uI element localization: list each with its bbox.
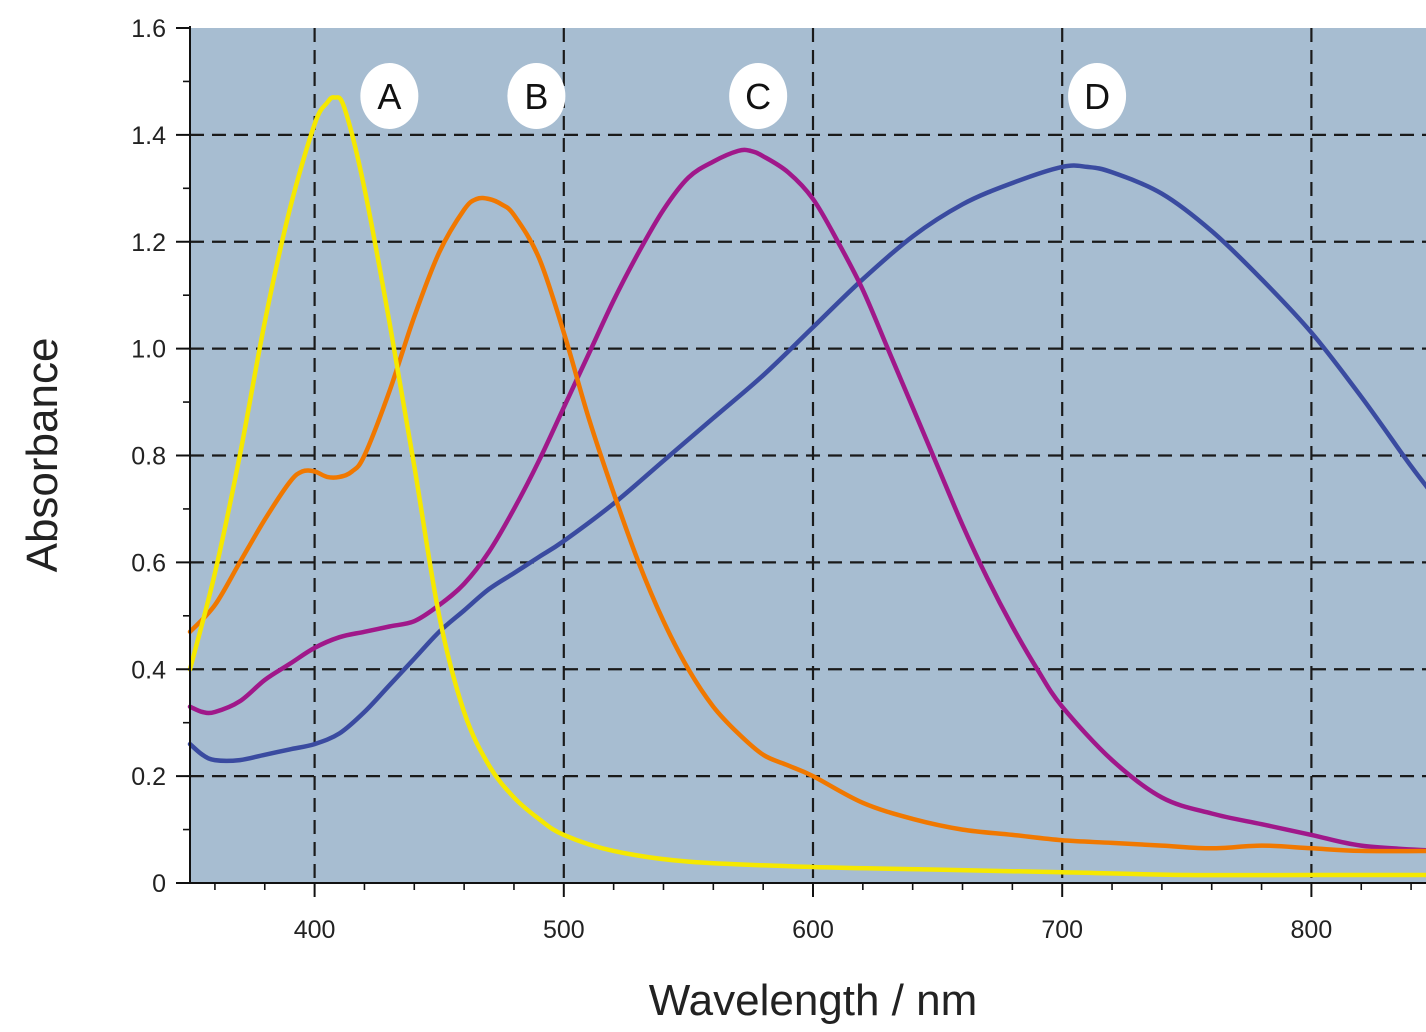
grid-lines — [190, 28, 1426, 883]
y-tick-label: 1.2 — [131, 229, 166, 257]
x-tick-label: 700 — [1041, 916, 1083, 944]
x-tick-label: 600 — [792, 916, 834, 944]
y-tick-label: 0 — [152, 870, 166, 898]
curve-label-bubble-d — [1068, 63, 1127, 129]
y-tick-label: 0.2 — [131, 763, 166, 791]
x-axis-title: Wavelength / nm — [649, 976, 978, 1025]
y-tick-label: 0.6 — [131, 549, 166, 577]
curve-label-a: A — [377, 76, 401, 117]
y-tick-label: 1.4 — [131, 122, 166, 150]
y-tick-label: 1.6 — [131, 15, 166, 43]
series-line-c — [187, 147, 1426, 853]
series-line-b — [187, 195, 1426, 854]
x-tick-label: 500 — [543, 916, 585, 944]
curve-labels: A B C D — [360, 63, 1127, 129]
x-tick-label: 400 — [294, 916, 336, 944]
y-tick-label: 1.0 — [131, 336, 166, 364]
curve-label-bubble-a — [360, 63, 419, 129]
y-tick-label: 0.4 — [131, 656, 166, 684]
curve-label-bubble-c — [729, 63, 788, 129]
curve-label-b: B — [524, 76, 548, 117]
curve-label-d: D — [1084, 76, 1110, 117]
curve-label-c: C — [745, 76, 771, 117]
series-line-a — [187, 95, 1426, 878]
y-tick-label: 0.8 — [131, 443, 166, 471]
x-tick-label: 800 — [1291, 916, 1333, 944]
series-layer — [187, 95, 1426, 878]
series-line-d — [187, 163, 1426, 764]
y-axis-title: Absorbance — [18, 338, 67, 573]
tick-marks: 0 0.2 0.4 0.6 0.8 1.0 1.2 1.4 1.6 400 500 600 700 800 — [131, 15, 1412, 944]
curve-label-bubble-b — [507, 63, 566, 129]
